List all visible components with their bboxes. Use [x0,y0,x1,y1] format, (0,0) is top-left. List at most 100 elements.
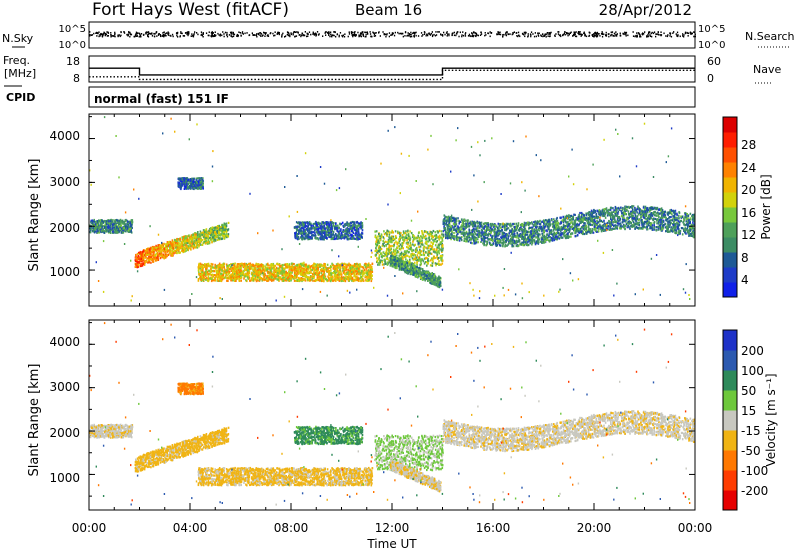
noise-point [542,33,544,36]
noise-point [476,34,478,36]
power-cell [264,274,267,277]
noise-point [468,33,471,36]
noise-point [190,35,192,37]
power-cell [108,222,110,225]
noise-point [580,33,583,36]
power-cell [302,267,305,270]
power-cell [302,236,304,239]
power-cell [212,279,214,282]
power-cell [115,219,118,222]
power-cell [179,238,181,241]
noise-point [683,34,685,36]
noise-point [572,34,575,36]
power-cell [164,244,167,247]
noise-point [446,35,448,37]
freq-left-tick-bottom: 8 [73,72,80,85]
power-cell [332,230,335,233]
noise-point [113,35,115,37]
power-cell [346,275,349,278]
power-cell [334,265,336,268]
noise-point [308,31,311,33]
noise-point [448,34,450,37]
noise-point [237,34,239,37]
power-cell [335,222,337,225]
noise-point [596,31,599,34]
noise-point [328,31,330,33]
power-cell [248,270,251,273]
power-cell [136,259,138,262]
noise-point [103,31,105,34]
power-cell [367,269,370,272]
noise-point [212,32,214,34]
power-cell [353,222,356,225]
noise-point [549,33,551,35]
noise-point [558,34,561,37]
noise-point [260,35,262,37]
power-cell [166,241,169,244]
noise-point [652,32,655,35]
noise-point [167,31,169,33]
power-cell [329,221,331,224]
power-cell [194,181,197,184]
noise-point [261,35,264,37]
power-cell [142,255,145,258]
power-cell [202,179,204,182]
power-cell [188,239,191,242]
power-cell [225,263,228,266]
power-cell [294,274,296,277]
power-cell [346,237,349,240]
power-cell [201,239,203,242]
noise-point [360,35,362,38]
noise-point [301,34,303,37]
power-cell [290,276,292,279]
freq-panel-frame [88,55,696,83]
power-cell [313,274,316,277]
power-cell [325,230,328,233]
power-cell [369,274,372,277]
noise-right-tick-top: 10^5 [698,24,725,35]
power-cell [323,227,325,230]
freq-left-tick-top: 18 [66,55,80,68]
power-cell [272,266,275,269]
noise-point [211,32,213,34]
power-cell [320,272,323,275]
power-cell [266,266,268,269]
power-cell [355,265,358,268]
power-cell [332,263,334,266]
power-cell [178,182,180,185]
power-cell [175,248,178,252]
power-cell [203,273,206,277]
power-cell [330,273,333,276]
power-cell [204,265,207,268]
power-cell [233,264,235,267]
power-cell [128,230,131,233]
power-cell [174,242,177,245]
power-cell [124,219,127,222]
noise-point [653,31,656,33]
power-cell [143,257,145,260]
power-cell [193,240,195,243]
noise-point [223,33,225,35]
power-cell [216,238,219,241]
power-cell [358,267,361,270]
power-cell [195,233,197,236]
power-cell [202,231,205,234]
power-cell [295,233,297,236]
power-cell [349,263,352,266]
power-cell [347,268,349,272]
freq-left-label-2: [MHz] [4,67,36,80]
power-cell [177,181,179,184]
power-cell [325,235,327,238]
noise-point [352,35,354,38]
power-cell [195,246,197,249]
noise-point [412,32,414,35]
power-cell [97,227,100,230]
power-cell [326,263,329,266]
noise-point [499,31,501,34]
noise-point [202,33,204,35]
power-cell [339,273,342,276]
power-cell [127,225,130,228]
power-cell [213,270,216,273]
power-cell [271,273,273,276]
power-cell [204,231,207,234]
